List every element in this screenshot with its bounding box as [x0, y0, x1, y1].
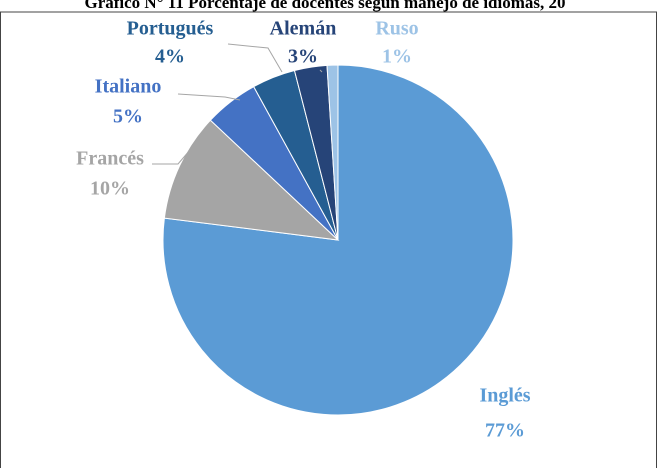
chart-title: Gráfico N° 11 Porcentaje de docentes seg…: [84, 0, 565, 12]
slice-category-label: Portugués: [127, 18, 214, 40]
slice-value-label: 4%: [155, 46, 185, 68]
slice-value-label: 5%: [113, 106, 143, 128]
leader-line: [319, 69, 323, 73]
slice-value-label: 1%: [382, 46, 412, 68]
pie-slice: [326, 64, 339, 241]
leader-line: [177, 93, 241, 101]
slice-value-label: 3%: [288, 46, 318, 68]
leader-line: [152, 149, 191, 165]
slice-category-label: Ruso: [375, 18, 418, 40]
slice-category-label: Francés: [76, 148, 144, 170]
slice-category-label: Inglés: [479, 385, 530, 407]
slice-value-label: 77%: [485, 420, 525, 442]
slice-category-label: Italiano: [95, 76, 162, 98]
pie-slice: [163, 119, 340, 241]
slice-value-label: 10%: [90, 178, 130, 200]
leader-line: [227, 43, 283, 73]
slice-category-label: Alemán: [270, 18, 337, 40]
